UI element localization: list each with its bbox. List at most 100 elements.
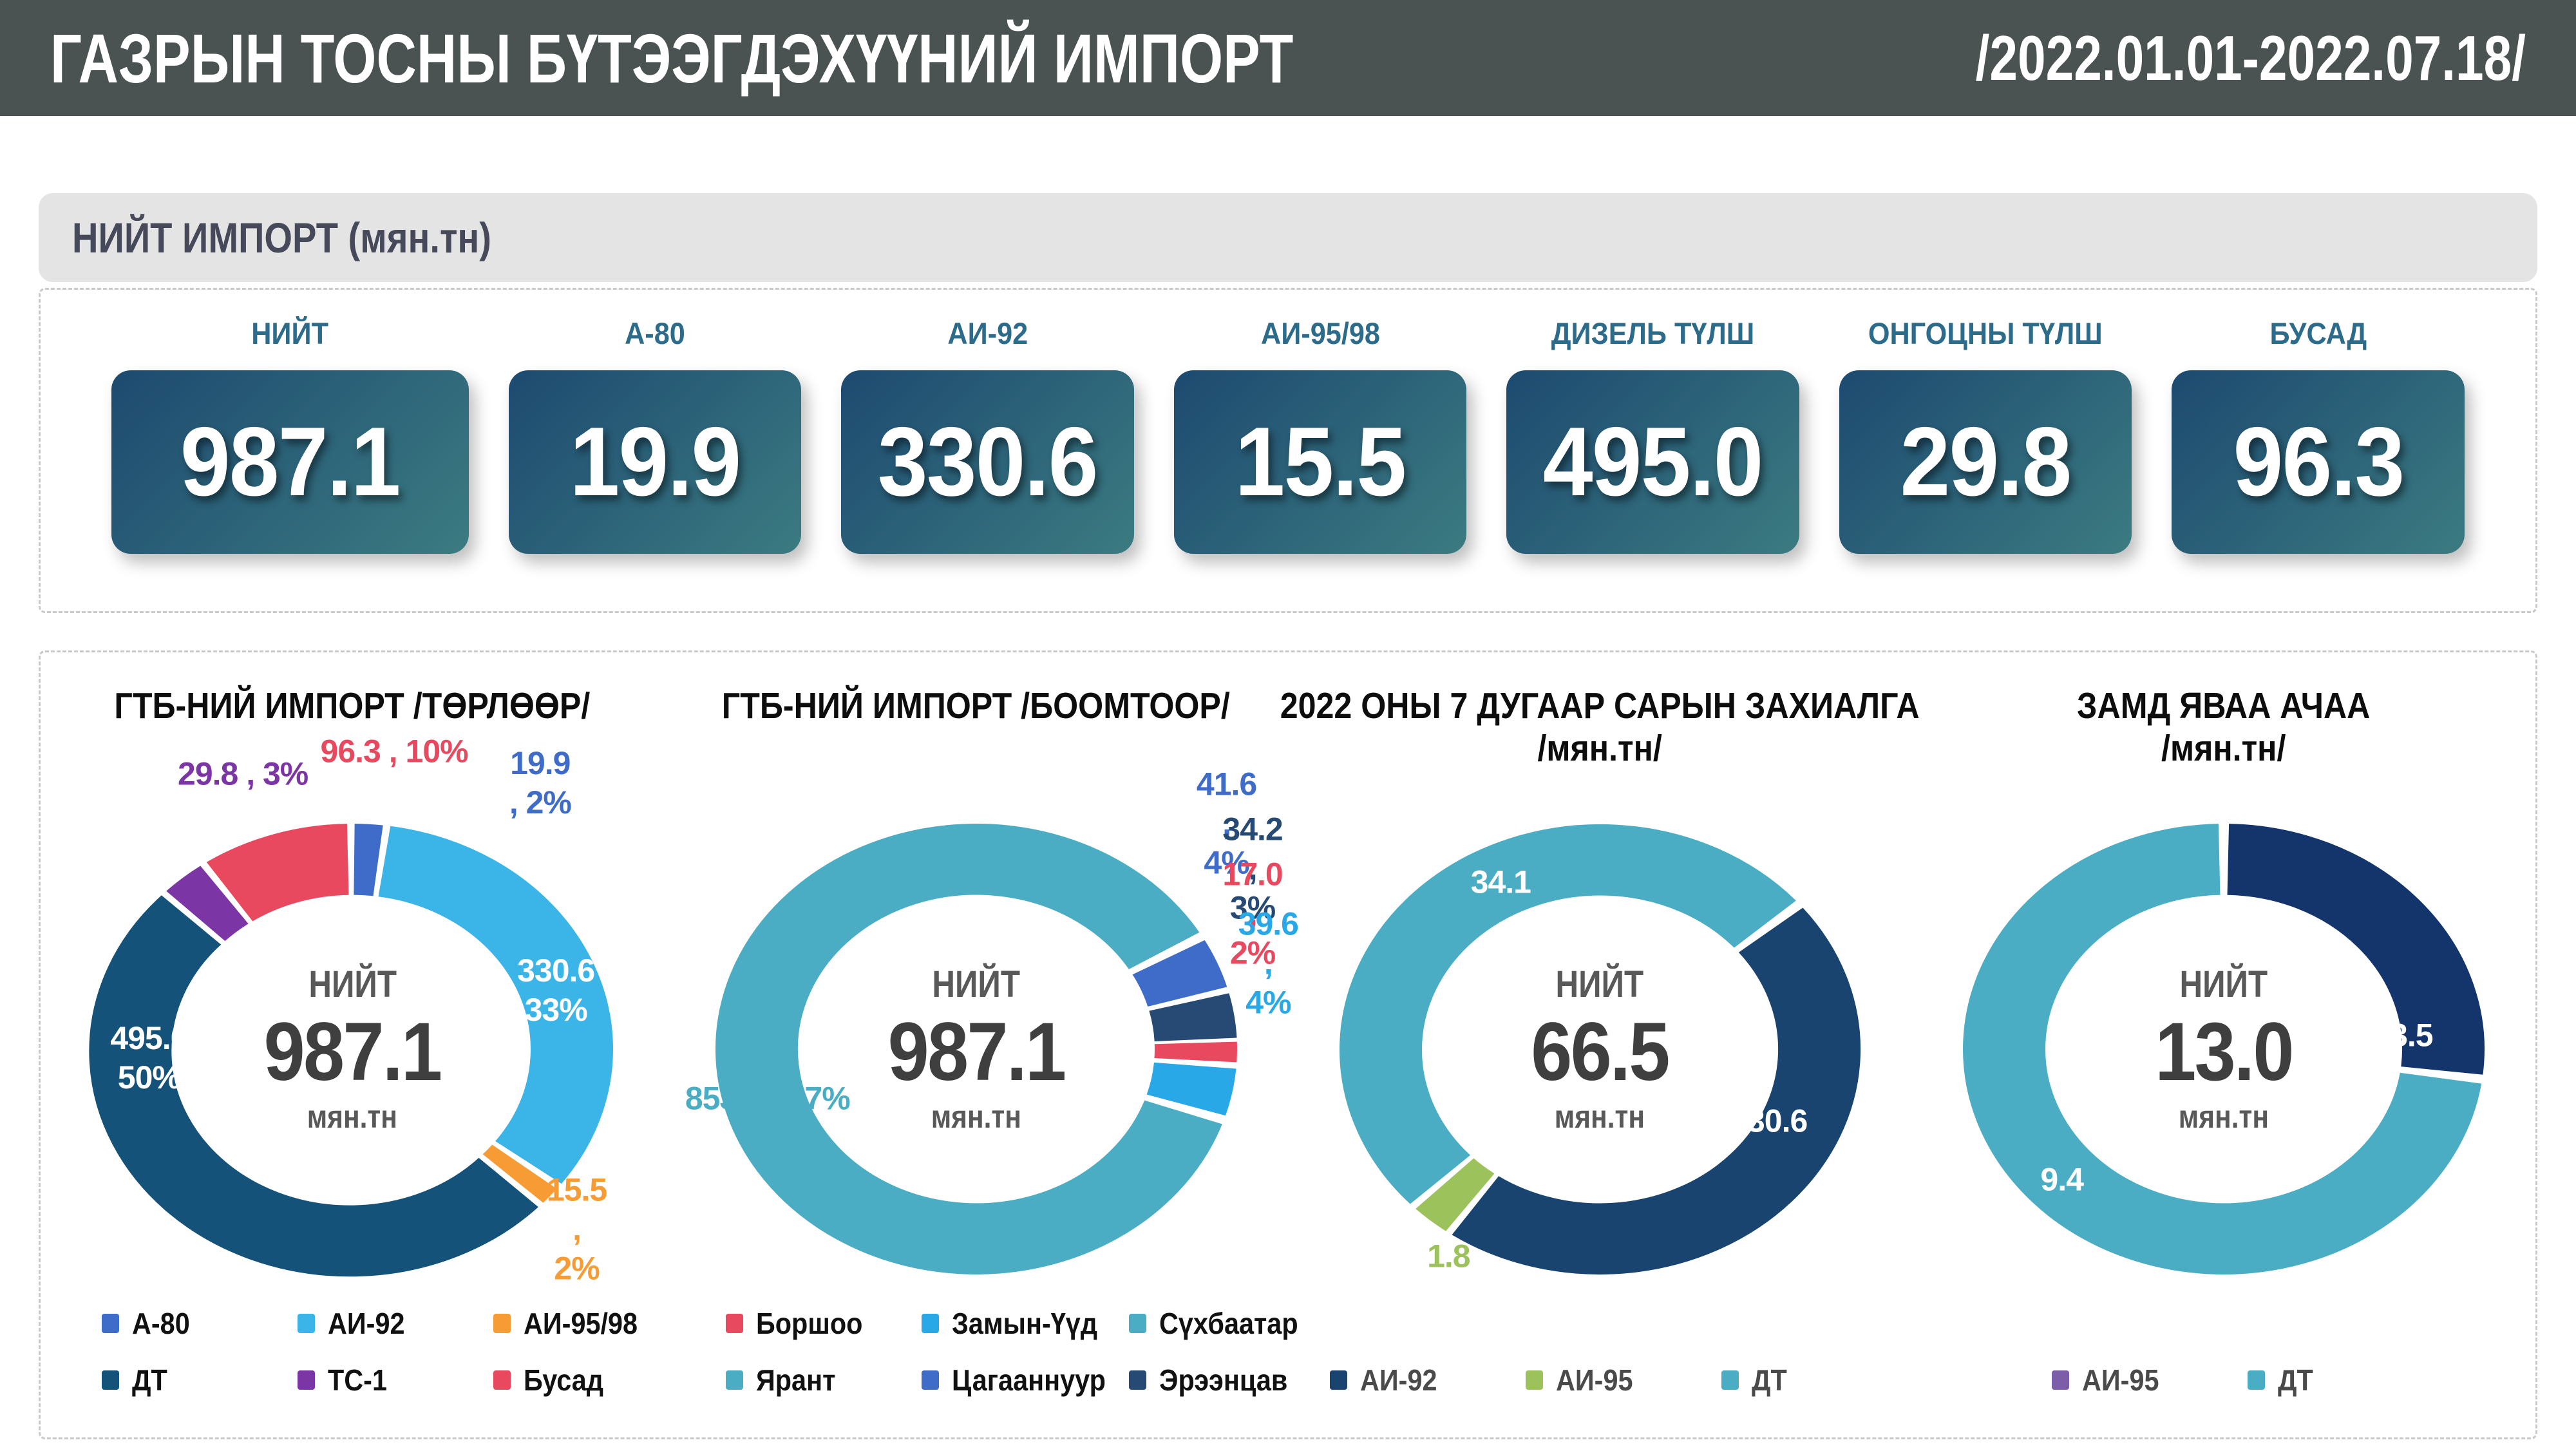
legend-label: Цагааннуур: [952, 1363, 1106, 1397]
legend-marker: [298, 1370, 315, 1390]
legend-item-ДТ: ДТ: [102, 1363, 250, 1397]
stat-card-5: ДИЗЕЛЬ ТҮЛШ 495.0: [1506, 316, 1799, 554]
data-label-3: 1.8: [1427, 1238, 1471, 1274]
legend-item-Эрээнцав: Эрээнцав: [1128, 1363, 1288, 1397]
donut-center-unit: мян.тн: [931, 1099, 1021, 1135]
donut-segment-ТС-1: [166, 866, 249, 942]
donut-center: НИЙТ 66.5 мян.тн: [1524, 963, 1676, 1135]
stat-card-label: АИ-92: [947, 316, 1028, 350]
donut-svg: [715, 823, 1237, 1274]
donut-segment-А-80: [353, 824, 383, 896]
legend-marker: [102, 1314, 119, 1333]
donut-center: НИЙТ 987.1 мян.тн: [254, 963, 451, 1135]
chart-title: ГТБ-НИЙ ИМПОРТ /ТӨРЛӨӨР/: [115, 685, 591, 786]
legend-label: АИ-95/98: [524, 1307, 638, 1340]
donut-chart-panel-1: ГТБ-НИЙ ИМПОРТ /ТӨРЛӨӨР/ НИЙТ 987.1 мян.…: [41, 652, 665, 1437]
legend-marker: [493, 1314, 511, 1333]
legend-label: Сүхбаатар: [1159, 1307, 1298, 1340]
donut-center-unit: мян.тн: [307, 1099, 398, 1135]
legend-label: АИ-95: [1556, 1363, 1633, 1397]
donut-segment-Цагааннуур: [1132, 940, 1227, 1008]
summary-title-bar: НИЙТ ИМПОРТ (мян.тн): [39, 193, 2537, 282]
donut-segment-АИ-95/98: [482, 1144, 557, 1203]
chart-title-line-1: ГТБ-НИЙ ИМПОРТ /ТӨРЛӨӨР/: [114, 685, 591, 726]
donut-center-value: 987.1: [887, 1005, 1066, 1098]
chart-title: ЗАМД ЯВАА АЧАА/мян.тн/: [2077, 685, 2370, 786]
stat-card-2: А-80 19.9: [508, 316, 802, 554]
donut-segment-Эрээнцав: [1148, 993, 1237, 1043]
donut-center: НИЙТ 13.0 мян.тн: [2147, 963, 2300, 1135]
legend-marker: [725, 1314, 743, 1333]
donut-segment-АИ-95: [1416, 1157, 1495, 1231]
legend-item-АИ-95: АИ-95: [2051, 1363, 2200, 1397]
donut-segment-АИ-92: [377, 826, 614, 1184]
donut-chart: НИЙТ 987.1 мян.тн 29.8 , 3% 96.3 , 10% 19.…: [89, 734, 614, 1287]
chart-title-line-1: ГТБ-НИЙ ИМПОРТ /БООМТООР/: [722, 685, 1231, 726]
stat-card-value-box: 987.1: [111, 370, 469, 554]
chart-legend: АИ-92 АИ-95 ДТ: [1330, 1363, 1870, 1397]
chart-title: ГТБ-НИЙ ИМПОРТ /БООМТООР/: [722, 685, 1230, 786]
donut-chart: НИЙТ 66.5 мян.тн 34.1 30.6 1.8: [1339, 824, 1861, 1275]
legend-marker: [102, 1370, 119, 1390]
legend-marker: [1128, 1314, 1146, 1333]
legend-label: Боршоо: [755, 1307, 862, 1340]
legend-item-АИ-95/98: АИ-95/98: [493, 1306, 650, 1341]
legend-marker: [1526, 1370, 1544, 1390]
data-label-4: 39.6 , 4%: [1238, 905, 1299, 1021]
donut-segment-s1: [2226, 824, 2485, 1075]
donut-segment-ДТ: [89, 895, 539, 1277]
stat-card-label: ОНГОЦНЫ ТҮЛШ: [1868, 316, 2103, 350]
stat-card-label: НИЙТ: [251, 316, 329, 350]
legend-label: Замын-Үүд: [952, 1307, 1098, 1340]
chart-title-line-2: /мян.тн/: [1537, 728, 1662, 770]
legend-marker: [1128, 1370, 1146, 1390]
page-title: ГАЗРЫН ТОСНЫ БҮТЭЭГДЭХҮҮНИЙ ИМПОРТ: [50, 19, 1294, 97]
stat-card-value-box: 330.6: [841, 370, 1134, 554]
donut-chart-panel-4: ЗАМД ЯВАА АЧАА/мян.тн/ НИЙТ 13.0 мян.тн …: [1912, 652, 2536, 1437]
donut-chart-panel-2: ГТБ-НИЙ ИМПОРТ /БООМТООР/ НИЙТ 987.1 мян…: [665, 652, 1299, 1437]
stat-card-value: 330.6: [878, 407, 1099, 516]
stat-card-label: АИ-95/98: [1260, 316, 1380, 350]
data-label-1: 41.6 , 4%: [1196, 766, 1257, 881]
stat-card-1: НИЙТ 987.1: [111, 316, 469, 554]
legend-marker: [493, 1370, 511, 1390]
donut-center-value: 66.5: [1531, 1005, 1671, 1098]
donut-segment-Бусад: [207, 824, 350, 922]
donut-center-value: 987.1: [263, 1005, 442, 1098]
legend-label: Бусад: [524, 1363, 604, 1397]
data-label-1: 3.5: [2390, 1017, 2434, 1054]
data-label-2: 30.6: [1747, 1103, 1808, 1139]
stat-card-label: БУСАД: [2269, 316, 2367, 350]
legend-label: АИ-95: [2081, 1363, 2159, 1397]
stat-card-value: 96.3: [2233, 407, 2405, 516]
chart-legend: А-80 АИ-92 АИ-95/98 ДТ ТС-1 Бусад: [102, 1306, 650, 1397]
legend-marker: [298, 1314, 315, 1333]
legend-item-ДТ: ДТ: [1721, 1363, 1870, 1397]
data-label-2: 9.4: [2040, 1161, 2084, 1198]
donut-center-label: НИЙТ: [932, 963, 1021, 1005]
summary-title: НИЙТ ИМПОРТ (мян.тн): [72, 214, 491, 261]
data-label-3: 19.9 , 2%: [509, 745, 572, 820]
legend-marker: [2247, 1370, 2265, 1390]
legend-label: ДТ: [2277, 1363, 2313, 1397]
chart-legend: АИ-95 ДТ: [2051, 1363, 2396, 1397]
data-label-2: 96.3 , 10%: [320, 733, 469, 770]
data-label-6: 15.5 , 2%: [546, 1171, 607, 1287]
donut-chart-panel-3: 2022 ОНЫ 7 ДУГААР САРЫН ЗАХИАЛГА/мян.тн/…: [1280, 652, 1920, 1437]
legend-marker: [2051, 1370, 2069, 1390]
header: ГАЗРЫН ТОСНЫ БҮТЭЭГДЭХҮҮНИЙ ИМПОРТ /2022…: [0, 0, 2576, 116]
legend-label: А-80: [132, 1307, 190, 1340]
stat-card-value-box: 15.5: [1173, 370, 1467, 554]
chart-legend: Боршоо Замын-Үүд Сүхбаатар Ярант Цагааннуур Э…: [725, 1306, 1298, 1397]
legend-marker: [725, 1370, 743, 1390]
chart-title: 2022 ОНЫ 7 ДУГААР САРЫН ЗАХИАЛГА/мян.тн/: [1280, 685, 1920, 786]
stat-card-value-box: 29.8: [1839, 370, 2132, 554]
data-label-5: 495.0 50%: [110, 1020, 188, 1095]
donut-center-unit: мян.тн: [2178, 1099, 2269, 1135]
legend-item-АИ-95: АИ-95: [1526, 1363, 1674, 1397]
legend-marker: [922, 1314, 940, 1333]
donut-svg: [1962, 824, 2485, 1274]
donut-svg: [1340, 824, 1861, 1275]
donut-segment-Сүхбаатар: [715, 823, 1222, 1274]
stat-card-value: 987.1: [180, 407, 401, 516]
